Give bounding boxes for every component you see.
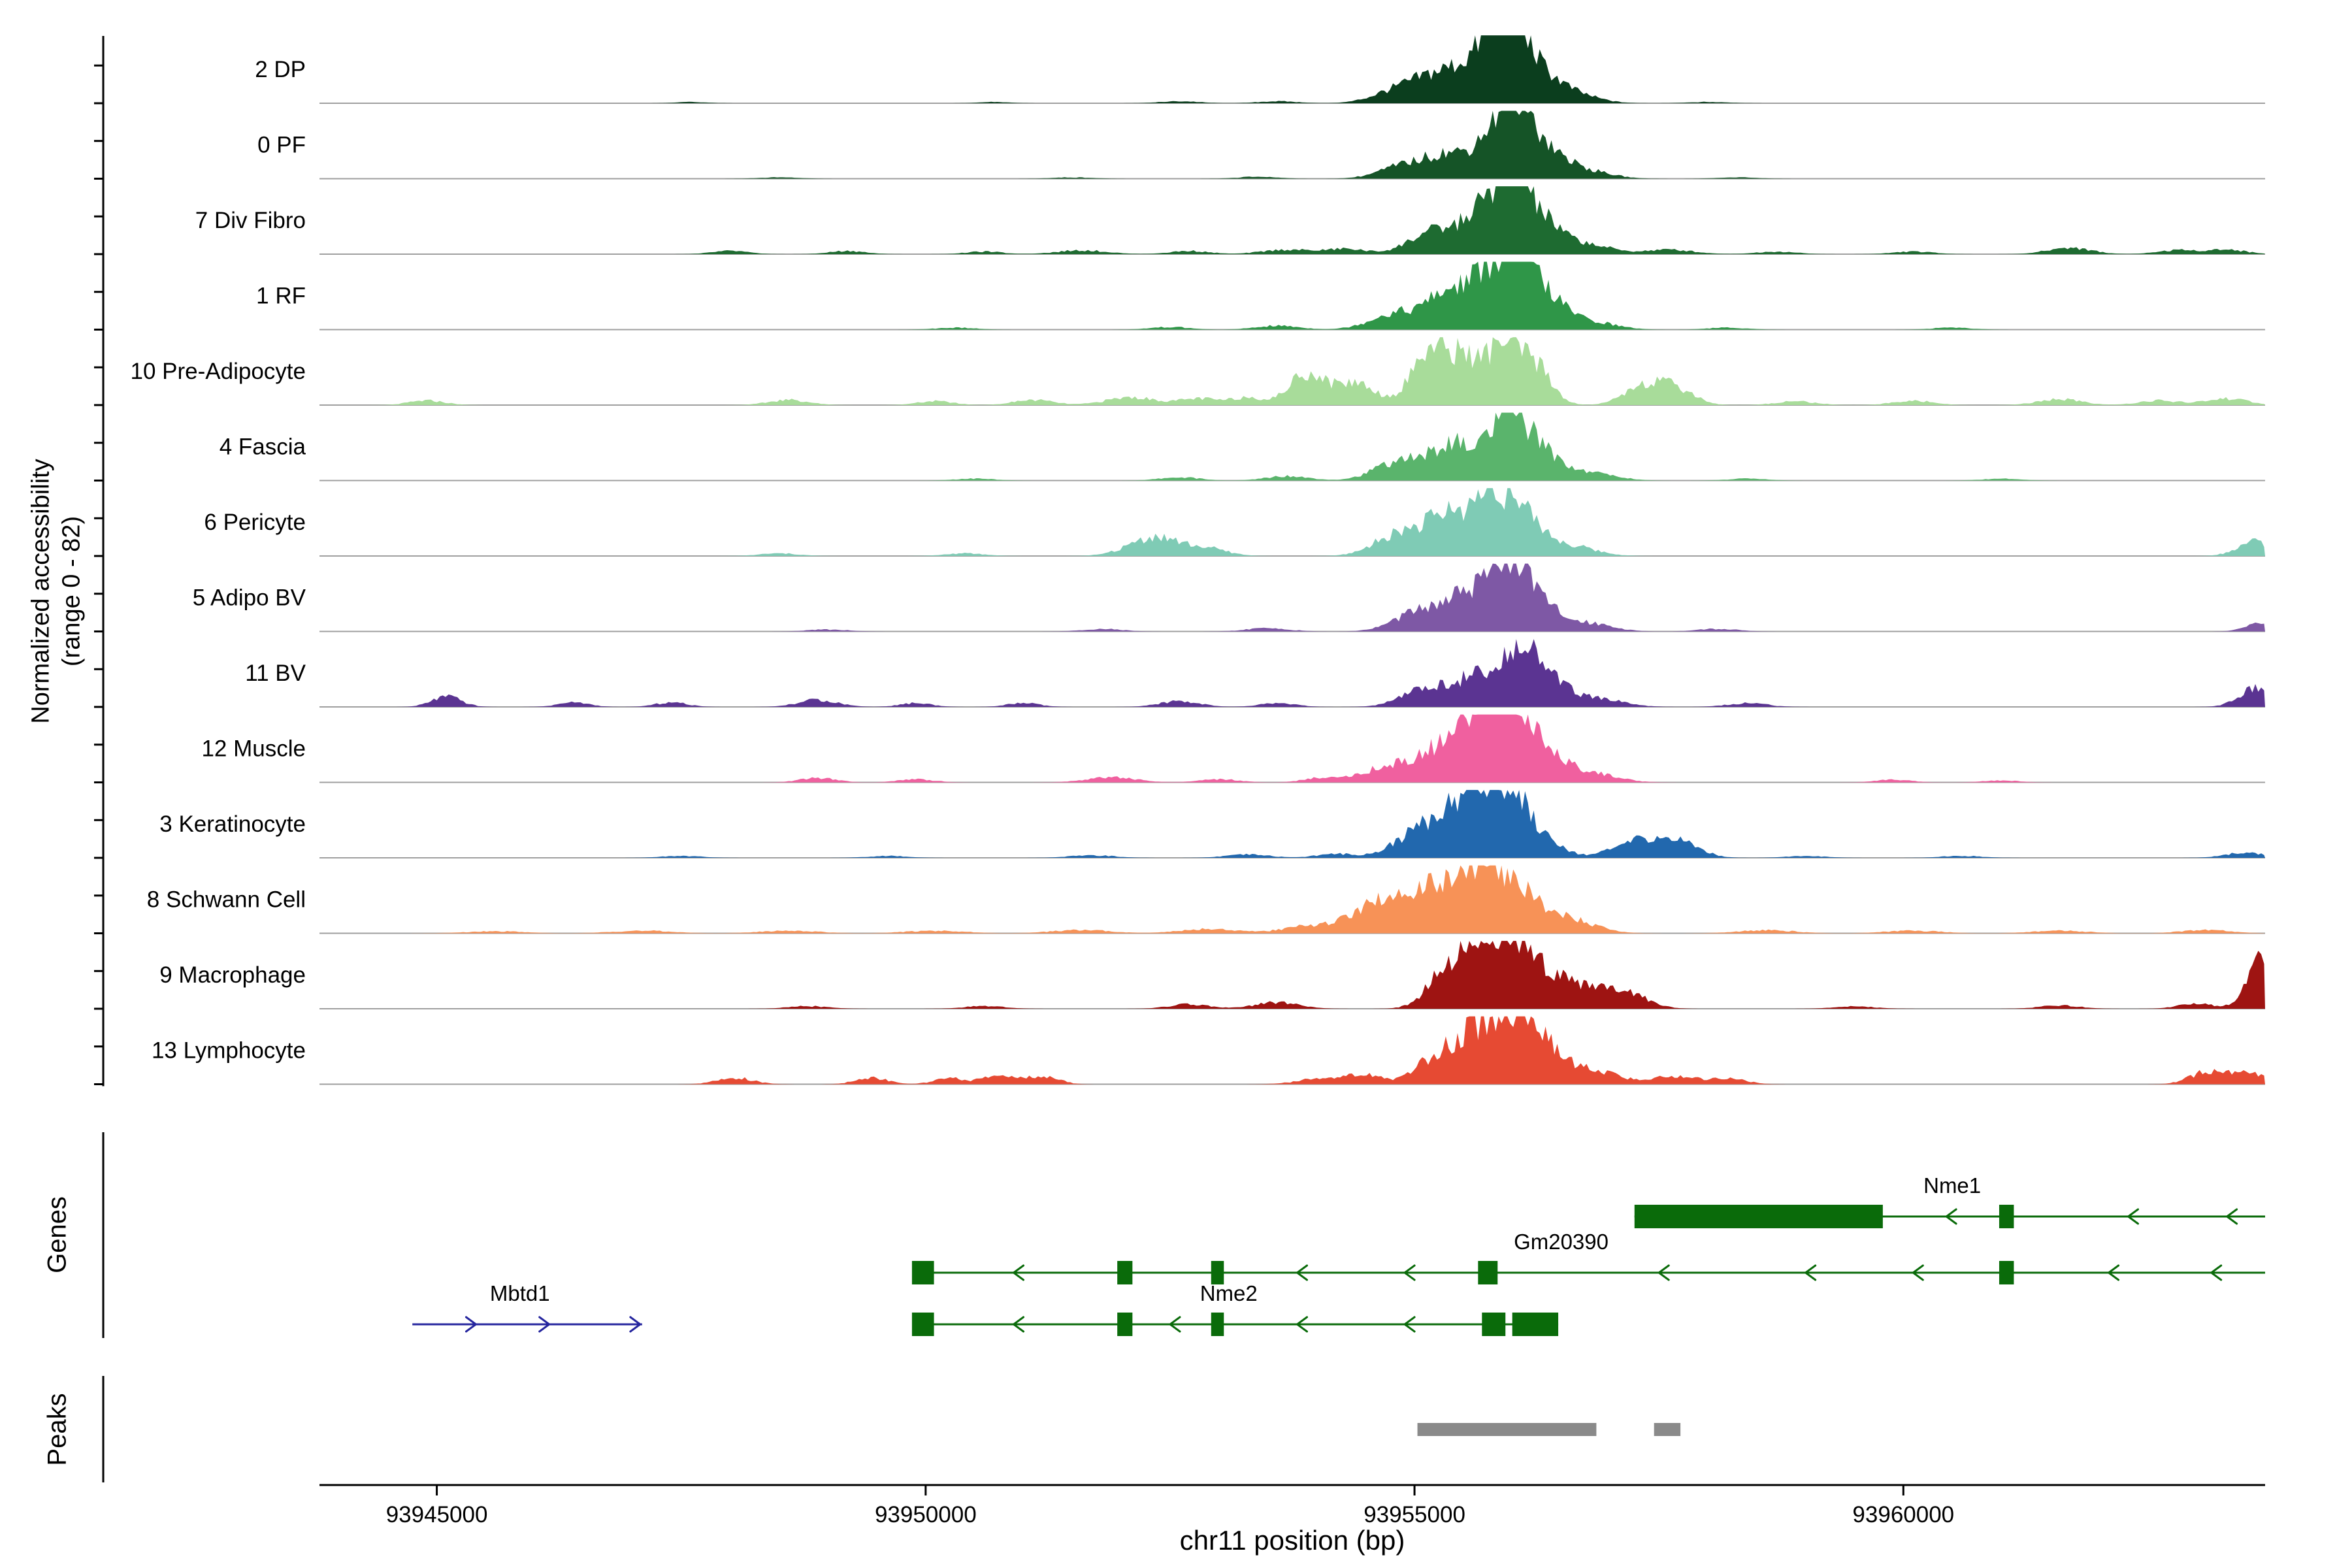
gene-strand-arrow-icon	[1403, 1316, 1416, 1333]
x-axis-tick-label: 93955000	[1364, 1502, 1465, 1527]
track-label-4-fascia: 4 Fascia	[220, 434, 306, 460]
peak-bar	[1654, 1423, 1681, 1436]
gene-strand-arrow-icon	[2107, 1264, 2120, 1281]
gene-exon	[1634, 1205, 1883, 1228]
track-signal-7-div-fibro	[319, 186, 2265, 254]
track-label-7-div-fibro: 7 Div Fibro	[195, 208, 306, 233]
track-signal-5-adipo-bv	[319, 563, 2265, 632]
gene-strand-arrow-icon	[1911, 1264, 1924, 1281]
gene-label-mbtd1: Mbtd1	[490, 1281, 550, 1305]
track-signal-2-dp	[319, 35, 2265, 103]
gene-exon	[1999, 1261, 2014, 1284]
track-signal-8-schwann-cell	[319, 865, 2265, 934]
gene-exon	[1211, 1313, 1224, 1336]
x-axis-title: chr11 position (bp)	[1179, 1525, 1405, 1556]
track-label-0-pf: 0 PF	[257, 133, 306, 158]
genes-section-label: Genes	[42, 1196, 72, 1273]
gene-strand-arrow-icon	[538, 1316, 551, 1333]
track-label-1-rf: 1 RF	[256, 284, 306, 309]
gene-strand-arrow-icon	[1804, 1264, 1817, 1281]
track-label-3-keratinocyte: 3 Keratinocyte	[159, 811, 306, 837]
gene-label-nme2: Nme2	[1200, 1281, 1258, 1305]
x-axis-tick-label: 93950000	[875, 1502, 977, 1527]
gene-exon	[1999, 1205, 2014, 1228]
y-axis-label-line2: (range 0 - 82)	[57, 515, 86, 667]
gene-label-gm20390: Gm20390	[1514, 1230, 1609, 1254]
track-label-13-lymphocyte: 13 Lymphocyte	[152, 1038, 306, 1064]
gene-strand-arrow-icon	[465, 1316, 478, 1333]
peaks-section-label: Peaks	[42, 1393, 72, 1466]
gene-strand-arrow-icon	[1168, 1316, 1181, 1333]
gene-exon	[1117, 1261, 1133, 1284]
gene-strand-arrow-icon	[1295, 1264, 1308, 1281]
gene-exon	[1478, 1261, 1498, 1284]
gene-label-nme1: Nme1	[1923, 1173, 1981, 1198]
track-label-12-muscle: 12 Muscle	[201, 736, 306, 762]
x-axis-tick-label: 93960000	[1852, 1502, 1954, 1527]
gene-exon	[1117, 1313, 1133, 1336]
gene-exon	[911, 1313, 934, 1336]
gene-strand-arrow-icon	[1403, 1264, 1416, 1281]
gene-strand-arrow-icon	[629, 1316, 642, 1333]
track-signal-6-pericyte	[319, 488, 2265, 556]
gene-exon	[911, 1261, 934, 1284]
gene-exon	[1512, 1313, 1559, 1336]
track-label-10-pre-adipocyte: 10 Pre-Adipocyte	[131, 359, 306, 384]
gene-strand-arrow-icon	[1657, 1264, 1670, 1281]
gene-strand-arrow-icon	[2126, 1208, 2139, 1225]
x-axis-tick-label: 93945000	[386, 1502, 488, 1527]
gene-exon	[1211, 1261, 1224, 1284]
track-label-8-schwann-cell: 8 Schwann Cell	[147, 887, 306, 913]
track-label-2-dp: 2 DP	[255, 57, 306, 82]
track-signal-11-bv	[319, 639, 2265, 707]
track-label-9-macrophage: 9 Macrophage	[159, 962, 306, 988]
gene-strand-arrow-icon	[1011, 1264, 1024, 1281]
gene-strand-arrow-icon	[1295, 1316, 1308, 1333]
peak-bar	[1417, 1423, 1597, 1436]
gene-strand-arrow-icon	[2225, 1208, 2238, 1225]
track-signal-13-lymphocyte	[319, 1016, 2265, 1085]
track-signal-3-keratinocyte	[319, 790, 2265, 858]
track-signal-0-pf	[319, 110, 2265, 179]
track-label-6-pericyte: 6 Pericyte	[204, 510, 306, 535]
gene-strand-arrow-icon	[1944, 1208, 1957, 1225]
track-signal-10-pre-adipocyte	[319, 337, 2265, 405]
track-label-5-adipo-bv: 5 Adipo BV	[193, 585, 306, 611]
track-label-11-bv: 11 BV	[245, 661, 306, 686]
gene-strand-arrow-icon	[1011, 1316, 1024, 1333]
track-signal-4-fascia	[319, 412, 2265, 481]
gene-exon	[1482, 1313, 1506, 1336]
track-signal-1-rf	[319, 261, 2265, 330]
y-axis-label-line1: Normalized accessibility	[27, 459, 55, 724]
gene-strand-arrow-icon	[2210, 1264, 2223, 1281]
track-signal-12-muscle	[319, 714, 2265, 783]
track-signal-9-macrophage	[319, 941, 2265, 1009]
